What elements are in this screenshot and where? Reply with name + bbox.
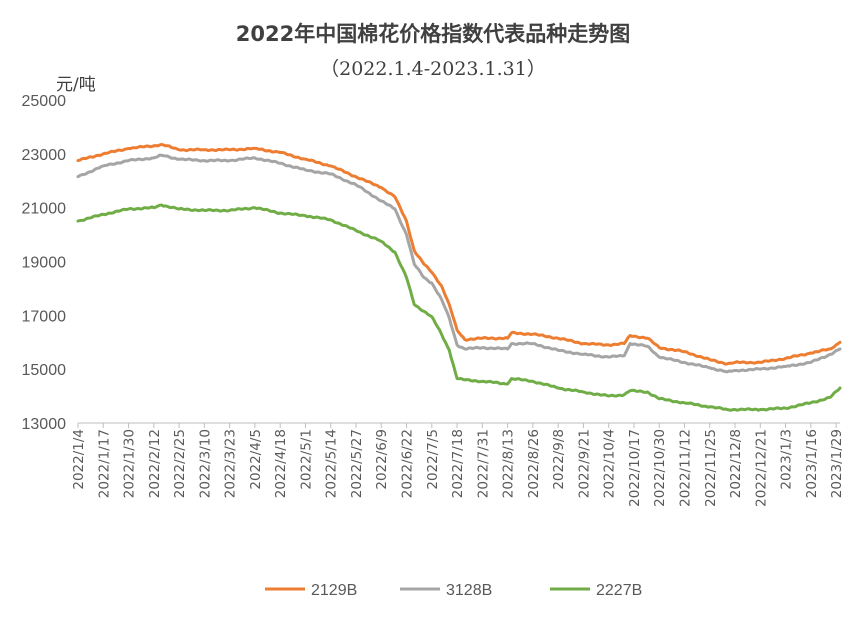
y-tick-label: 13000 bbox=[22, 416, 67, 433]
x-tick-label: 2023/1/3 bbox=[779, 429, 795, 490]
x-tick-label: 2022/2/25 bbox=[172, 429, 188, 498]
x-tick-label: 2022/5/1 bbox=[298, 429, 314, 490]
x-tick-label: 2022/4/5 bbox=[248, 429, 264, 490]
legend-label-2227B: 2227B bbox=[596, 582, 642, 599]
x-tick-label: 2023/1/29 bbox=[829, 429, 845, 498]
x-tick-label: 2022/7/31 bbox=[475, 429, 491, 498]
legend: 2129B 3128B 2227B bbox=[265, 582, 642, 599]
y-tick-label: 25000 bbox=[22, 93, 67, 110]
x-tick-label: 2022/7/18 bbox=[450, 429, 466, 498]
x-tick-label: 2022/5/14 bbox=[324, 429, 340, 498]
y-tick-label: 17000 bbox=[22, 308, 67, 325]
x-tick-label: 2022/12/8 bbox=[728, 429, 744, 498]
x-tick-label: 2022/11/12 bbox=[677, 429, 693, 507]
y-axis-unit-label: 元/吨 bbox=[56, 75, 96, 95]
x-tick-label: 2022/10/4 bbox=[602, 429, 618, 498]
x-tick-label: 2022/3/10 bbox=[197, 429, 213, 498]
x-tick-label: 2022/8/26 bbox=[526, 429, 542, 498]
legend-label-3128B: 3128B bbox=[446, 582, 492, 599]
series-line-3128B bbox=[76, 153, 842, 374]
x-tick-label: 2022/9/21 bbox=[576, 429, 592, 498]
x-tick-label: 2022/7/5 bbox=[425, 429, 441, 490]
x-tick-label: 2023/1/16 bbox=[804, 429, 820, 498]
x-tick-label: 2022/2/12 bbox=[147, 429, 163, 498]
x-tick-label: 2022/8/13 bbox=[501, 429, 517, 498]
x-tick-label: 2022/6/22 bbox=[400, 429, 416, 498]
y-tick-label: 23000 bbox=[22, 147, 67, 164]
chart-title: 2022年中国棉花价格指数代表品种走势图 bbox=[235, 22, 631, 46]
x-tick-label: 2022/5/27 bbox=[349, 429, 365, 498]
y-tick-label: 21000 bbox=[22, 201, 67, 218]
chart-subtitle: （2022.1.4-2023.1.31） bbox=[320, 58, 546, 80]
x-tick-label: 2022/4/18 bbox=[273, 429, 289, 498]
y-tick-label: 15000 bbox=[22, 362, 67, 379]
x-tick-label: 2022/6/9 bbox=[374, 429, 390, 490]
x-axis-ticks: 2022/1/4 2022/1/17 2022/1/30 2022/2/12 2022/… bbox=[71, 423, 845, 507]
series-line-2227B bbox=[76, 203, 842, 412]
x-tick-label: 2022/9/8 bbox=[551, 429, 567, 490]
x-tick-label: 2022/1/17 bbox=[96, 429, 112, 498]
legend-label-2129B: 2129B bbox=[311, 582, 357, 599]
y-tick-label: 19000 bbox=[22, 255, 67, 272]
x-tick-label: 2022/11/25 bbox=[703, 429, 719, 507]
x-tick-label: 2022/12/21 bbox=[753, 429, 769, 507]
series-line-2129B bbox=[76, 142, 842, 366]
x-tick-label: 2022/1/30 bbox=[122, 429, 138, 498]
x-tick-label: 2022/1/4 bbox=[71, 429, 87, 490]
y-axis-ticks: 13000 15000 17000 19000 21000 23000 25000 bbox=[22, 93, 67, 433]
series-lines bbox=[76, 142, 842, 412]
x-tick-label: 2022/3/23 bbox=[223, 429, 239, 498]
x-tick-label: 2022/10/17 bbox=[627, 429, 643, 507]
x-tick-label: 2022/10/30 bbox=[652, 429, 668, 507]
